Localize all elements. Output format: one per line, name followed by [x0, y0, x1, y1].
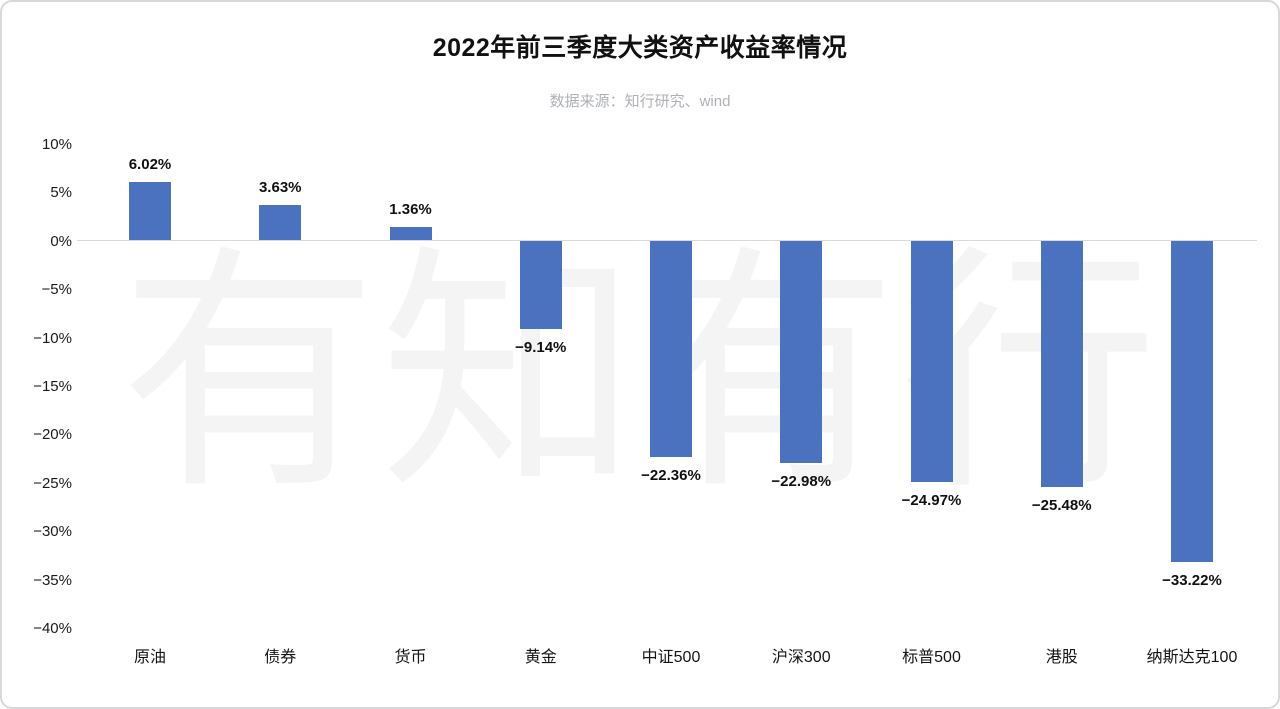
bar	[519, 240, 562, 329]
y-tick-label: −30%	[33, 523, 72, 541]
chart-title: 2022年前三季度大类资产收益率情况	[432, 34, 848, 62]
y-tick-label: 0%	[50, 232, 72, 250]
y-tick-label: 10%	[41, 136, 72, 153]
category-label: 黄金	[524, 649, 557, 666]
y-tick-label: −20%	[33, 426, 72, 444]
bar	[650, 240, 692, 458]
bar	[780, 240, 823, 464]
data-source-note: 数据来源：知行研究、wind	[549, 93, 731, 110]
category-label: 中证500	[641, 649, 701, 666]
bar-value-label: −33.22%	[1162, 572, 1222, 590]
y-tick-label: −40%	[33, 620, 72, 637]
y-tick-label: −5%	[41, 281, 72, 299]
bar-value-label: −24.97%	[901, 492, 962, 510]
bar	[129, 182, 171, 241]
bar	[1171, 240, 1213, 563]
bar-value-label: −9.14%	[515, 339, 567, 356]
category-label: 货币	[394, 649, 427, 666]
category-label: 标普500	[902, 649, 961, 666]
category-label: 港股	[1045, 649, 1078, 666]
bar	[910, 240, 953, 483]
bar-value-label: 6.02%	[128, 156, 172, 174]
y-tick-label: −35%	[33, 571, 72, 589]
category-label: 原油	[133, 649, 166, 666]
bar	[1040, 240, 1083, 488]
bar-value-label: −25.48%	[1031, 497, 1092, 515]
watermark-text: 有知有行	[120, 229, 1160, 518]
bar-value-label: −22.36%	[641, 467, 701, 485]
y-tick-label: 5%	[50, 184, 72, 202]
y-tick-label: −10%	[33, 329, 72, 347]
bar-value-label: −22.98%	[771, 473, 832, 491]
category-label: 沪深300	[771, 649, 831, 666]
bar	[389, 227, 432, 241]
bar-value-label: 1.36%	[389, 201, 432, 219]
bar	[259, 205, 302, 241]
category-label: 纳斯达克100	[1146, 649, 1238, 666]
y-tick-label: −25%	[33, 474, 72, 492]
category-label: 债券	[264, 649, 297, 666]
bar-value-label: 3.63%	[258, 179, 302, 197]
y-tick-label: −15%	[33, 378, 72, 395]
